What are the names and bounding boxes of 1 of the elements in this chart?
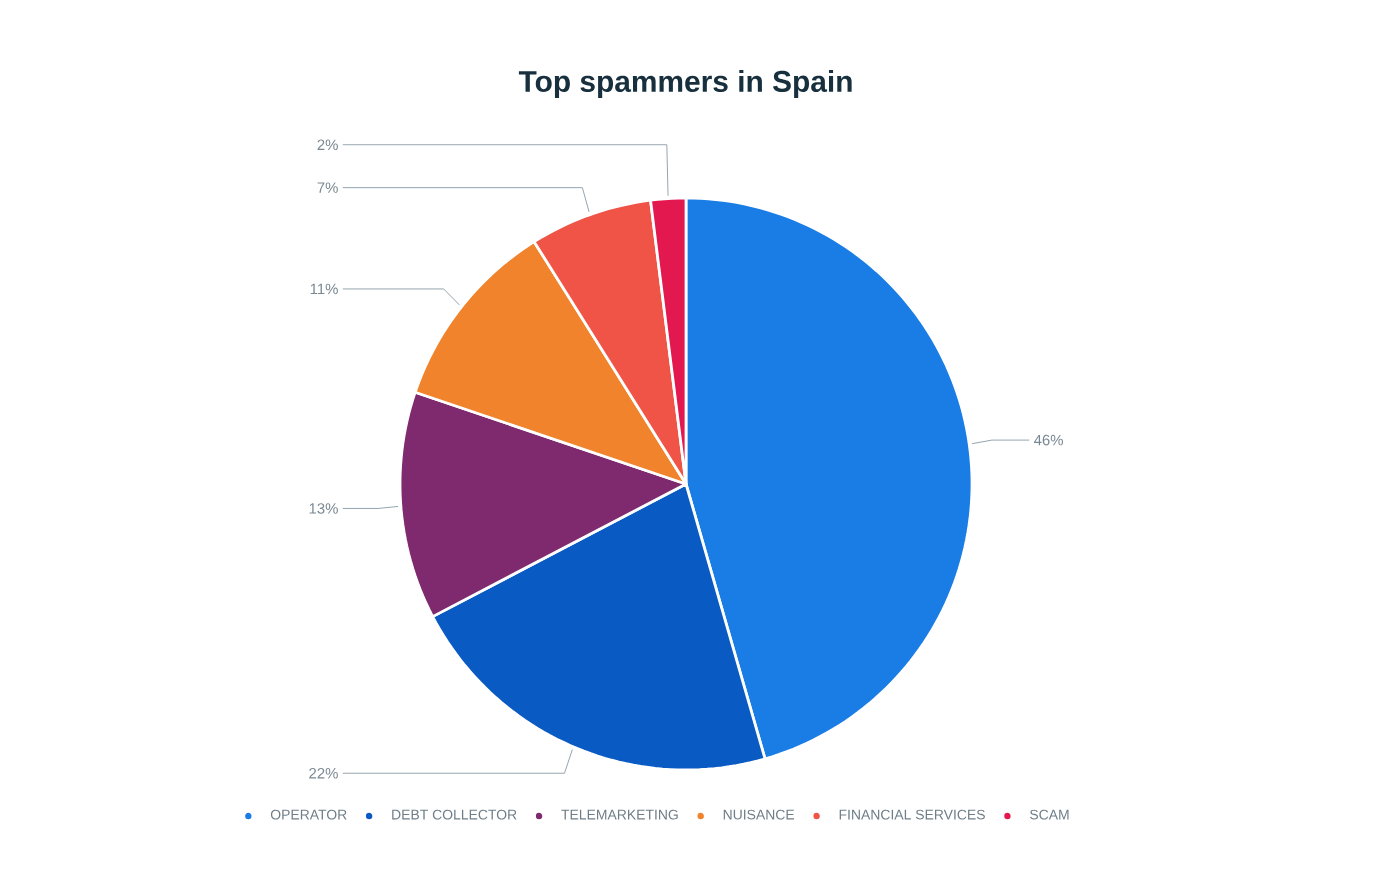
chart-title: Top spammers in Spain	[518, 70, 852, 98]
